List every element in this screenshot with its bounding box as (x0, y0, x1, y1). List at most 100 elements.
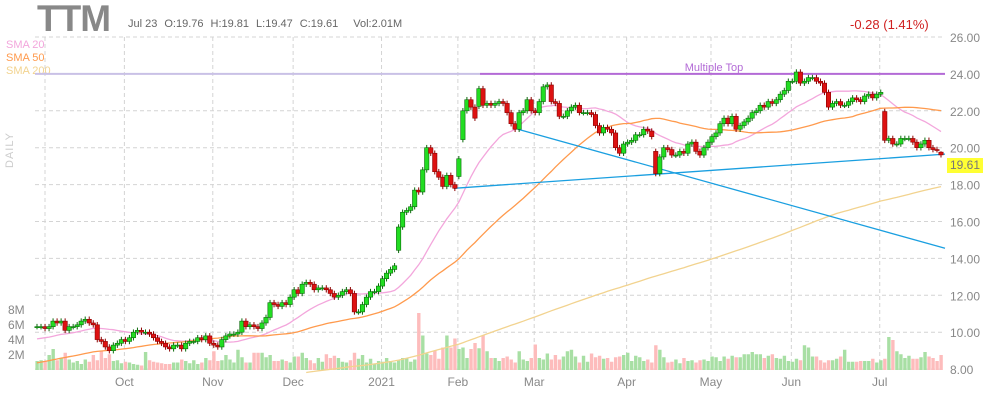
volume-bar (758, 354, 762, 370)
month-tick-label: Jul (872, 375, 887, 389)
candle (785, 78, 791, 94)
volume-bar (115, 360, 120, 370)
volume-bar (352, 352, 357, 370)
volume-bar (312, 363, 317, 370)
volume-bar (899, 354, 903, 370)
volume-bar (907, 355, 911, 370)
candle-body (621, 143, 627, 154)
volume-bar (59, 358, 63, 370)
volume-bar (172, 362, 176, 370)
candle-body (633, 134, 639, 141)
volume-bar (155, 362, 160, 370)
volume-bar (344, 362, 349, 370)
candle (299, 281, 305, 297)
candle-body (842, 104, 848, 107)
volume-bar (200, 362, 204, 370)
candle (384, 270, 390, 282)
candle-body (271, 302, 277, 305)
volume-bar (609, 361, 614, 370)
volume-bar (457, 349, 461, 370)
volume-bar (746, 354, 750, 370)
candle-body (693, 141, 699, 152)
volume-bar (224, 355, 228, 370)
candle (388, 266, 394, 276)
candle-body (371, 291, 377, 293)
candle (287, 294, 293, 308)
volume-bar (521, 359, 525, 370)
candle-body (930, 147, 936, 150)
volume-bar (79, 364, 83, 370)
volume-bar (846, 361, 851, 370)
volume-bar (517, 351, 521, 370)
candle-body (564, 110, 570, 117)
candle (138, 327, 144, 335)
volume-bar (690, 360, 694, 370)
volume-bar (348, 360, 353, 370)
candle (183, 340, 189, 352)
candle-body (327, 289, 333, 294)
candle (396, 224, 402, 254)
candle (621, 141, 627, 157)
candle-body (665, 147, 671, 150)
candle (130, 329, 136, 341)
candle (753, 108, 759, 116)
candle-body (299, 283, 305, 294)
candle (805, 74, 811, 85)
candle (564, 108, 570, 120)
volume-bar (505, 356, 509, 370)
volume-bar (372, 364, 377, 370)
candle-body (468, 99, 474, 108)
candle-body (749, 112, 755, 119)
candle-body (552, 101, 558, 104)
volume-bar (686, 361, 690, 370)
volume-bar (601, 358, 606, 370)
candle (263, 314, 269, 326)
candle-body (705, 141, 711, 148)
volume-bar (634, 355, 638, 370)
candle-body (568, 106, 574, 112)
candle (625, 139, 631, 147)
candle (765, 98, 771, 110)
candle (171, 342, 177, 352)
candle (930, 144, 936, 153)
volume-bar (236, 349, 240, 370)
candle (500, 98, 506, 107)
volume-tick-label: 8M (8, 303, 25, 317)
volume-bar (786, 361, 791, 370)
volume-bar (565, 351, 570, 370)
candle (609, 126, 615, 136)
candle (878, 89, 884, 97)
volume-bar (433, 350, 437, 370)
volume-bar (863, 361, 867, 370)
candle-body (223, 335, 229, 340)
candle (777, 91, 783, 103)
volume-bar (119, 363, 124, 370)
volume-bar (316, 358, 321, 370)
candle-body (428, 147, 434, 154)
volume-bar (91, 355, 96, 370)
volume-bar (694, 362, 698, 370)
candle-body (404, 210, 410, 213)
candle (359, 301, 365, 315)
volume-bar (903, 358, 907, 370)
candle-body (396, 226, 402, 251)
candle-body (813, 77, 819, 82)
candle-body (890, 138, 896, 145)
volume-bar (493, 358, 497, 370)
volume-bar (336, 358, 341, 370)
candle-body (448, 175, 454, 185)
candle-body (641, 128, 647, 136)
candle (797, 69, 803, 86)
volume-bar (216, 361, 220, 370)
candle (657, 154, 663, 177)
candle-body (777, 93, 783, 101)
volume-tick-label: 4M (8, 333, 25, 347)
volume-bar (212, 351, 216, 370)
candle-body (745, 117, 751, 123)
volume-bar (851, 361, 855, 370)
volume-bar (276, 361, 280, 370)
candle-body (504, 103, 510, 113)
candle-body (392, 265, 398, 270)
candle-body (882, 111, 888, 141)
volume-bar (830, 360, 835, 370)
